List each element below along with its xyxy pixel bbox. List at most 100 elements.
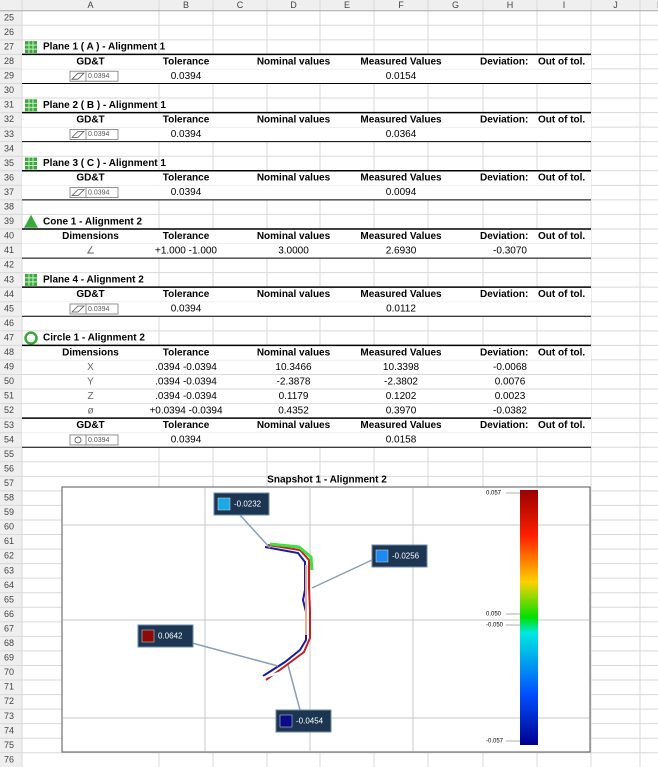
- cell-value: .0394 -0.0394: [155, 391, 217, 402]
- scale-label: 0.057: [486, 491, 502, 497]
- column-title: Dimensions: [62, 231, 119, 242]
- cell-value: 0.0394: [171, 435, 202, 446]
- row-number: 60: [4, 522, 14, 532]
- column-title: Nominal values: [257, 420, 331, 431]
- cell-value: +0.0394 -0.0394: [149, 405, 223, 416]
- row-number: 71: [4, 682, 14, 692]
- column-title: Deviation:: [480, 289, 528, 300]
- row-number: 44: [4, 289, 14, 299]
- column-title: Nominal values: [257, 231, 331, 242]
- column-title: Deviation:: [480, 114, 528, 125]
- row-header-bar: [0, 0, 22, 767]
- column-title: Measured Values: [360, 231, 442, 242]
- row-number: 72: [4, 696, 14, 706]
- gdt-frame: [69, 128, 119, 140]
- column-title: Deviation:: [480, 420, 528, 431]
- gdt-symbol: [71, 189, 85, 196]
- column-title: GD&T: [76, 289, 104, 300]
- cell-value: ø: [87, 405, 93, 416]
- column-title: Nominal values: [257, 347, 331, 358]
- gdt-symbol: [74, 436, 82, 444]
- column-header: E: [344, 0, 350, 10]
- cell-value: Y: [87, 376, 94, 387]
- cell-value: -2.3878: [277, 376, 311, 387]
- row-number: 34: [4, 143, 14, 153]
- column-header: K: [657, 0, 658, 10]
- gdt-symbol: [71, 131, 85, 138]
- row-number: 58: [4, 493, 14, 503]
- column-title: Measured Values: [360, 56, 442, 67]
- cell-value: -0.0068: [493, 362, 527, 373]
- row-number: 55: [4, 449, 14, 459]
- cell-value: 0.3970: [386, 405, 417, 416]
- column-header: G: [452, 0, 459, 10]
- callout-label: -0.0256: [392, 552, 420, 561]
- row-number: 54: [4, 434, 14, 444]
- snapshot-title: Snapshot 1 - Alignment 2: [267, 475, 387, 486]
- cell-value: 2.6930: [386, 245, 417, 256]
- column-header: J: [613, 0, 618, 10]
- row-number: 50: [4, 376, 14, 386]
- row-number: 69: [4, 653, 14, 663]
- header-bg: [22, 345, 591, 360]
- row-number: 56: [4, 463, 14, 473]
- row-number: 43: [4, 274, 14, 284]
- row-bg: [22, 374, 591, 389]
- row-number: 74: [4, 725, 14, 735]
- callout-label: 0.0642: [158, 632, 183, 641]
- section-title: Plane 2 ( B ) - Alignment 1: [43, 100, 166, 111]
- column-title: Tolerance: [163, 420, 210, 431]
- column-title: Deviation:: [480, 347, 528, 358]
- row-number: 30: [4, 85, 14, 95]
- circle-icon: [24, 331, 38, 345]
- callout-swatch: [141, 629, 155, 643]
- row-number: 32: [4, 114, 14, 124]
- row-number: 27: [4, 41, 14, 51]
- row-number: 68: [4, 638, 14, 648]
- column-header: A: [87, 0, 93, 10]
- gdt-value: 0.0394: [88, 306, 110, 313]
- cell-value: 0.0112: [386, 304, 416, 315]
- column-header: B: [183, 0, 189, 10]
- header-bg: [22, 54, 591, 69]
- section-title: Plane 3 ( C ) - Alignment 1: [43, 158, 166, 169]
- row-number: 53: [4, 420, 14, 430]
- row-number: 46: [4, 318, 14, 328]
- cell-value: 0.0394: [171, 129, 202, 140]
- row-number: 67: [4, 623, 14, 633]
- header-bg: [22, 112, 591, 128]
- gdt-value: 0.0394: [88, 131, 110, 138]
- snapshot-chart: Snapshot 1 - Alignment 2 0.057 0.050 -0.050…: [61, 475, 591, 753]
- row-number: 39: [4, 216, 14, 226]
- row-number: 37: [4, 187, 14, 197]
- column-title: Dimensions: [62, 347, 119, 358]
- column-title: Measured Values: [360, 173, 442, 184]
- column-title: Measured Values: [360, 420, 442, 431]
- row-number: 51: [4, 391, 14, 401]
- section-title: Circle 1 - Alignment 2: [43, 333, 145, 344]
- row-number: 42: [4, 260, 14, 270]
- cell-value: 0.0154: [386, 71, 417, 82]
- row-number: 40: [4, 231, 14, 241]
- row-number: 70: [4, 667, 14, 677]
- column-title: Tolerance: [163, 231, 210, 242]
- column-header: I: [563, 0, 566, 10]
- column-title: Out of tol.: [538, 173, 585, 184]
- row-bg: [22, 185, 591, 200]
- column-title: GD&T: [76, 56, 104, 67]
- column-title: Deviation:: [480, 173, 528, 184]
- row-number: 63: [4, 565, 14, 575]
- column-title: Out of tol.: [538, 114, 585, 125]
- column-header: C: [237, 0, 244, 10]
- header-bg: [22, 287, 591, 302]
- column-title: Tolerance: [163, 347, 210, 358]
- gdt-value: 0.0394: [88, 73, 110, 80]
- cell-value: 0.0076: [495, 376, 526, 387]
- plane-icon: [25, 157, 37, 170]
- scale-label: 0.050: [486, 612, 502, 618]
- section-title: Plane 4 - Alignment 2: [43, 275, 144, 286]
- row-number: 61: [4, 536, 14, 546]
- column-title: GD&T: [76, 420, 104, 431]
- gdt-symbol: [71, 305, 85, 313]
- row-bg: [22, 433, 591, 447]
